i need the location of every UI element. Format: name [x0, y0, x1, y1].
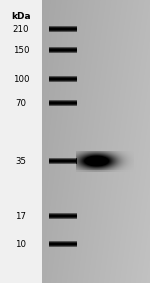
Text: 210: 210 [13, 25, 29, 34]
Text: 17: 17 [15, 212, 27, 221]
Bar [0, 0, 42, 283]
Text: 70: 70 [15, 99, 27, 108]
Text: 10: 10 [15, 240, 27, 249]
Text: 150: 150 [13, 46, 29, 55]
Text: 100: 100 [13, 75, 29, 84]
Text: kDa: kDa [11, 12, 31, 21]
Text: 35: 35 [15, 157, 27, 166]
